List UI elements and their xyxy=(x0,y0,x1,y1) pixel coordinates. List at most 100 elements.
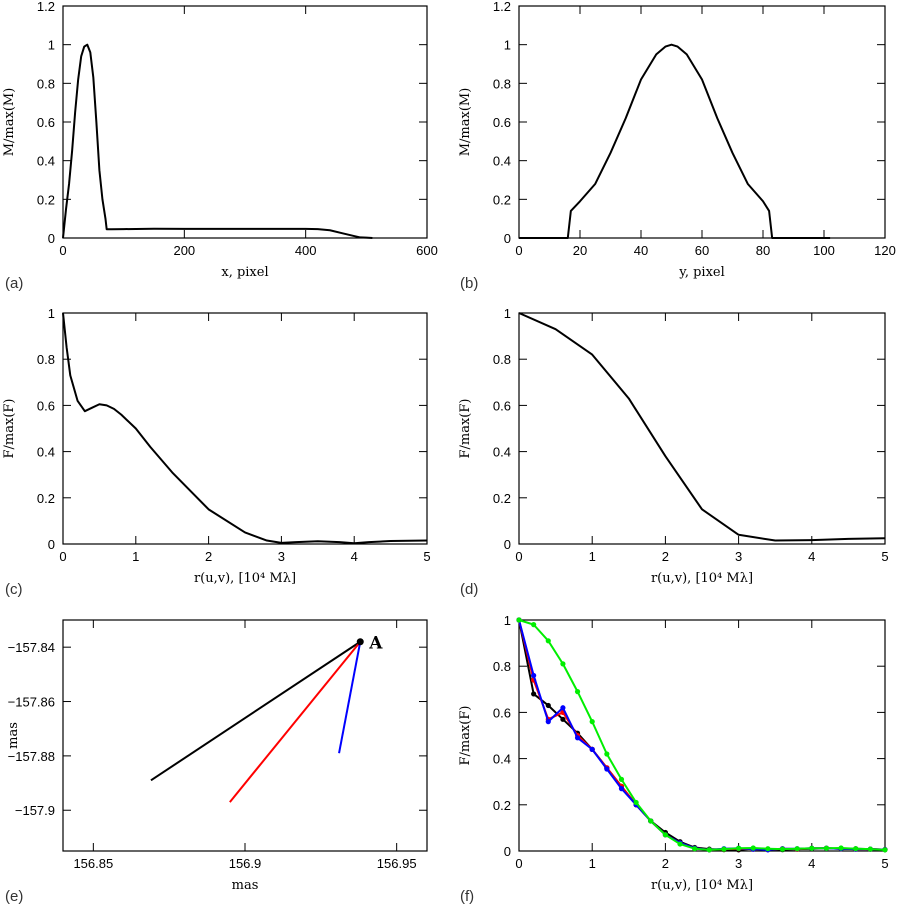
data-point xyxy=(560,661,566,667)
y-tick-label: 0.8 xyxy=(37,352,55,367)
y-tick-label: 1.2 xyxy=(493,0,511,14)
y-axis-label: M/max(M) xyxy=(2,88,17,157)
x-tick-label: 60 xyxy=(695,243,709,258)
data-point xyxy=(531,622,537,628)
panel-label: (b) xyxy=(460,275,478,292)
x-tick-label: 600 xyxy=(416,243,438,258)
data-point xyxy=(750,845,756,851)
data-point xyxy=(560,716,566,722)
x-tick-label: 2 xyxy=(662,549,669,564)
x-tick-label: 3 xyxy=(735,549,742,564)
x-tick-label: 1 xyxy=(132,549,139,564)
data-point xyxy=(604,751,610,757)
data-point xyxy=(545,719,551,725)
data-point xyxy=(721,846,727,852)
data-point xyxy=(574,689,581,695)
data-point xyxy=(765,846,771,852)
y-tick-label: 1 xyxy=(504,613,511,628)
panel-f: 0 1 2 3 4 5 0 0.2 0.4 0.6 0.8 1 r(u,v), [10⁴ Mλ] F/ma… xyxy=(458,613,889,904)
panel-label: (f) xyxy=(460,888,474,904)
panel-label: (e) xyxy=(5,888,23,904)
series-line-1 xyxy=(518,619,886,851)
y-tick-label: −157.88 xyxy=(8,749,55,764)
y-tick-label: 0.4 xyxy=(37,154,55,169)
plot-frame xyxy=(518,619,886,852)
y-tick-label: 1 xyxy=(48,306,55,321)
data-point xyxy=(545,638,551,644)
y-tick-label: 0.6 xyxy=(493,705,511,720)
y-axis-label: F/max(F) xyxy=(2,399,17,459)
y-tick-label: −157.9 xyxy=(15,803,55,818)
y-tick-label: −157.84 xyxy=(8,640,55,655)
series-line-0 xyxy=(62,312,428,545)
series-line-2 xyxy=(338,641,362,754)
x-tick-label: 156.95 xyxy=(377,856,417,871)
x-tick-label: 4 xyxy=(351,549,358,564)
y-tick-label: 0.4 xyxy=(493,445,511,460)
y-tick-label: −157.86 xyxy=(8,695,55,710)
y-tick-label: 0.4 xyxy=(493,154,511,169)
x-tick-label: 1 xyxy=(589,549,596,564)
series-line-0 xyxy=(518,619,886,851)
x-axis-label: r(u,v), [10⁴ Mλ] xyxy=(651,878,753,893)
panel-c: 0 1 2 3 4 5 0 0.2 0.4 0.6 0.8 1 r(u,v), [10⁴ Mλ] F/ma… xyxy=(2,306,431,598)
x-tick-label: 400 xyxy=(295,243,317,258)
data-point xyxy=(677,841,683,847)
y-tick-label: 0.8 xyxy=(493,352,511,367)
data-point xyxy=(662,832,669,838)
x-tick-label: 40 xyxy=(634,243,648,258)
data-point xyxy=(867,846,873,852)
x-tick-label: 2 xyxy=(205,549,212,564)
panel-label: (a) xyxy=(5,275,23,292)
y-tick-label: 1 xyxy=(504,306,511,321)
plot-frame xyxy=(62,619,428,852)
point-a-label: A xyxy=(368,634,383,654)
data-point xyxy=(545,702,551,709)
y-tick-label: 0.8 xyxy=(493,659,511,674)
y-axis-label: mas xyxy=(6,722,21,749)
y-tick-label: 0.6 xyxy=(493,398,511,413)
x-tick-label: 156.85 xyxy=(73,856,113,871)
x-tick-label: 5 xyxy=(881,856,888,871)
data-point xyxy=(779,846,786,852)
panel-label: (c) xyxy=(5,581,23,598)
data-point xyxy=(531,672,537,679)
x-tick-label: 5 xyxy=(423,549,430,564)
series-line-0 xyxy=(150,640,361,782)
y-axis-label: M/max(M) xyxy=(458,88,473,157)
x-tick-label: 0 xyxy=(59,549,66,564)
x-tick-label: 5 xyxy=(881,549,888,564)
x-tick-label: 4 xyxy=(808,856,815,871)
panel-a: 0 200 400 600 0 0.2 0.4 0.6 0.8 1 1.2 x, pixel M/max… xyxy=(2,0,438,292)
y-tick-label: 0 xyxy=(504,844,511,859)
x-tick-label: 3 xyxy=(278,549,285,564)
y-tick-label: 1 xyxy=(504,38,511,53)
x-axis-label: r(u,v), [10⁴ Mλ] xyxy=(651,571,753,586)
y-tick-label: 0.4 xyxy=(37,445,55,460)
x-tick-label: 0 xyxy=(515,856,522,871)
x-tick-label: 4 xyxy=(808,549,815,564)
x-axis-label: r(u,v), [10⁴ Mλ] xyxy=(194,571,296,586)
x-axis-label: mas xyxy=(232,878,259,893)
y-tick-label: 1.2 xyxy=(37,0,55,14)
data-point xyxy=(618,786,625,792)
y-tick-label: 0.6 xyxy=(37,115,55,130)
data-point xyxy=(853,846,859,852)
plot-frame xyxy=(62,5,428,239)
x-tick-label: 100 xyxy=(813,243,835,258)
data-point xyxy=(589,719,595,725)
y-tick-label: 0.4 xyxy=(493,752,511,767)
series-line-2 xyxy=(518,619,886,851)
plot-frame xyxy=(518,5,886,239)
y-tick-label: 1 xyxy=(48,38,55,53)
data-point xyxy=(633,799,639,806)
y-tick-label: 0.8 xyxy=(493,76,511,91)
data-point xyxy=(589,746,595,752)
x-tick-label: 0 xyxy=(59,243,66,258)
series-line-3 xyxy=(518,619,886,851)
data-point xyxy=(531,691,537,697)
x-tick-label: 200 xyxy=(173,243,195,258)
y-axis-label: F/max(F) xyxy=(458,706,473,766)
y-tick-label: 0.2 xyxy=(493,192,511,207)
